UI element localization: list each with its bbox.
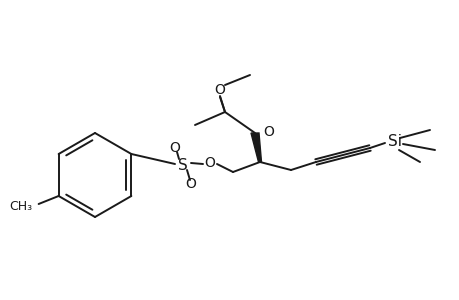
Text: O: O	[185, 177, 196, 191]
Text: O: O	[204, 156, 215, 170]
Text: O: O	[214, 83, 225, 97]
Text: Si: Si	[387, 134, 401, 149]
Text: O: O	[263, 125, 273, 139]
Polygon shape	[251, 133, 261, 162]
Text: CH₃: CH₃	[10, 200, 33, 212]
Text: S: S	[178, 158, 187, 172]
Text: O: O	[169, 141, 180, 155]
